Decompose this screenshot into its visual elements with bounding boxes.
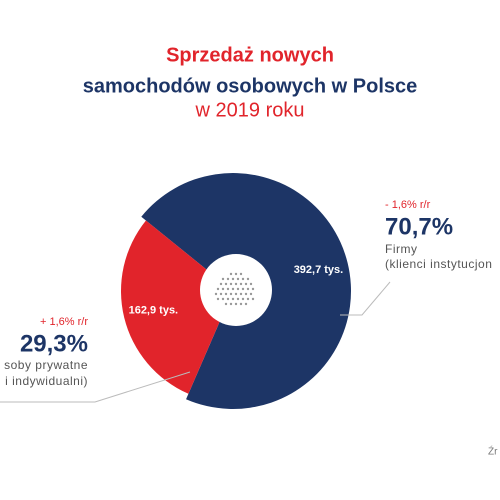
map-dot [216, 287, 220, 291]
change-label: - 1,6% r/r [385, 199, 431, 211]
map-dot [236, 277, 240, 281]
map-dot [219, 292, 223, 296]
map-dot [244, 302, 248, 306]
map-dot [214, 292, 218, 296]
map-dot [224, 282, 228, 286]
map-dot [241, 287, 245, 291]
category-description: (klienci instytucjon [385, 257, 492, 271]
map-dot [234, 302, 238, 306]
map-dot [234, 292, 238, 296]
map-dot [249, 282, 253, 286]
map-dot [241, 277, 245, 281]
map-dot [229, 292, 233, 296]
map-dot [221, 277, 225, 281]
category-description: i indywidualni) [5, 374, 88, 388]
share-label: 70,7% [385, 213, 453, 240]
map-dot [239, 292, 243, 296]
map-dot [251, 297, 255, 301]
map-dot [246, 287, 250, 291]
leader-line [340, 281, 391, 316]
map-dot [226, 297, 230, 301]
map-dot [226, 277, 230, 281]
change-label: + 1,6% r/r [40, 316, 88, 328]
value-label: 392,7 tys. [294, 264, 344, 276]
map-dot [239, 302, 243, 306]
map-dot [219, 282, 223, 286]
map-dot [216, 297, 220, 301]
map-icon [214, 272, 255, 306]
map-dot [246, 297, 250, 301]
map-dot [231, 287, 235, 291]
map-dot [229, 302, 233, 306]
slice [120, 220, 233, 394]
map-dot [234, 272, 238, 276]
map-dot [244, 292, 248, 296]
map-dot [246, 277, 250, 281]
share-label: 29,3% [20, 330, 88, 357]
map-dot [239, 272, 243, 276]
map-dot [244, 282, 248, 286]
chart-title: Sprzedaż nowych [166, 44, 334, 66]
map-dot [226, 287, 230, 291]
category-label: Firmy [385, 242, 418, 256]
chart-title: w 2019 roku [195, 99, 305, 121]
map-dot [241, 297, 245, 301]
map-dot [236, 297, 240, 301]
leader-line [0, 371, 191, 403]
map-dot [231, 277, 235, 281]
source: Źr [488, 445, 498, 458]
map-dot [221, 297, 225, 301]
map-dot [239, 282, 243, 286]
map-dot [231, 297, 235, 301]
map-dot [229, 272, 233, 276]
map-dot [249, 292, 253, 296]
category-label: soby prywatne [4, 358, 88, 372]
map-dot [229, 282, 233, 286]
chart-title: samochodów osobowych w Polsce [83, 75, 418, 97]
map-dot [221, 287, 225, 291]
value-label: 162,9 tys. [129, 304, 179, 316]
donut-hole [200, 254, 272, 326]
map-dot [251, 287, 255, 291]
map-dot [224, 302, 228, 306]
map-dot [234, 282, 238, 286]
map-dot [224, 292, 228, 296]
map-dot [236, 287, 240, 291]
